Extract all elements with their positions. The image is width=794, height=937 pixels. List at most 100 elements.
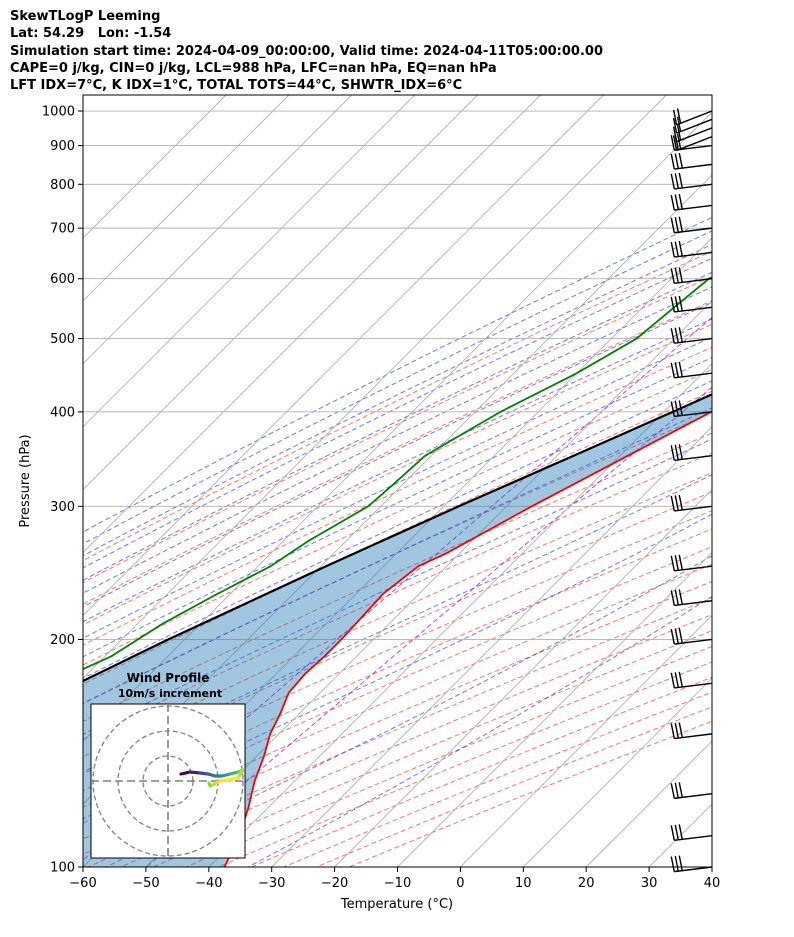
dry-adiabat xyxy=(83,491,712,775)
y-axis-label: Pressure (hPa) xyxy=(18,434,33,527)
station-title: SkewTLogP Leeming xyxy=(10,9,161,24)
isotherm-line xyxy=(83,95,227,239)
y-ticks: 1000 900 800 700 600 500 400 300 200 100 xyxy=(42,105,83,876)
hodograph-segment xyxy=(226,776,240,782)
dry-adiabat xyxy=(83,346,712,646)
x-tick-label: 10 xyxy=(515,876,532,891)
moist-adiabat xyxy=(83,438,712,735)
isotherm-line xyxy=(83,95,478,491)
isotherm-line xyxy=(145,300,712,867)
isotherm-line xyxy=(522,677,712,867)
moist-adiabat xyxy=(83,244,712,557)
wind-barb xyxy=(670,267,713,285)
wind-barb xyxy=(670,855,713,873)
isotherm-line xyxy=(83,95,604,617)
wind-barb xyxy=(670,216,713,234)
dry-adiabat xyxy=(218,661,712,867)
isotherm-line xyxy=(83,95,541,554)
wind-barb xyxy=(670,782,713,800)
y-tick-label: 300 xyxy=(50,500,75,515)
isotherm-line xyxy=(83,111,712,742)
wind-barb xyxy=(670,361,713,379)
x-tick-label: 40 xyxy=(704,876,721,891)
y-tick-label: 700 xyxy=(50,222,75,237)
isobars xyxy=(83,110,712,867)
moist-adiabat xyxy=(83,474,712,773)
isotherm-line xyxy=(711,866,712,867)
hodograph-trace xyxy=(179,768,245,788)
isotherm-line xyxy=(83,95,290,302)
dry-adiabat xyxy=(83,300,712,605)
dewpoint-profile-line xyxy=(83,276,712,671)
wind-barb xyxy=(672,108,713,126)
isotherm-line xyxy=(271,426,712,867)
isotherm-line xyxy=(208,363,712,867)
x-ticks: −60 −50 −40 −30 −20 −10 0 10 20 30 40 xyxy=(69,867,720,891)
y-tick-label: 400 xyxy=(50,405,75,420)
x-tick-label: 30 xyxy=(641,876,658,891)
wind-barb xyxy=(670,152,713,170)
wind-barb xyxy=(670,444,713,462)
x-tick-label: −40 xyxy=(195,876,222,891)
inset-subtitle: 10m/s increment xyxy=(118,687,222,700)
moist-adiabat xyxy=(83,286,712,594)
isotherm-line xyxy=(83,95,667,679)
profiles xyxy=(83,276,712,867)
isotherm-line xyxy=(585,740,712,867)
y-tick-label: 1000 xyxy=(42,105,75,120)
wind-barb xyxy=(670,295,713,313)
moist-adiabat xyxy=(83,271,712,581)
isotherm-line xyxy=(83,95,416,428)
wind-barbs xyxy=(670,108,713,873)
dry-adiabat xyxy=(83,452,712,740)
indices-text-1: CAPE=0 j/kg, CIN=0 j/kg, LCL=988 hPa, LF… xyxy=(10,60,497,76)
isotherm-line xyxy=(648,803,712,867)
x-tick-label: 20 xyxy=(578,876,595,891)
wind-barb xyxy=(670,824,713,842)
isotherm-line xyxy=(460,614,712,867)
y-tick-label: 500 xyxy=(50,332,75,347)
x-tick-label: −60 xyxy=(69,876,96,891)
wind-barb xyxy=(670,193,713,211)
isotherms xyxy=(83,95,794,867)
dry-adiabat xyxy=(83,528,712,808)
dry-adiabat xyxy=(83,369,712,666)
y-tick-label: 200 xyxy=(50,633,75,648)
isotherm-line xyxy=(775,95,794,867)
wind-barb xyxy=(670,589,713,607)
dry-adiabat xyxy=(83,546,712,824)
x-tick-label: −30 xyxy=(258,876,285,891)
wind-barb xyxy=(670,327,713,344)
moist-adiabat xyxy=(83,257,712,569)
y-tick-label: 800 xyxy=(50,178,75,193)
hodograph-segment xyxy=(207,781,212,788)
wind-barb xyxy=(670,554,713,572)
dry-adiabat xyxy=(83,250,712,562)
wind-barb xyxy=(670,494,713,512)
temperature-profile-line xyxy=(223,410,712,867)
wind-barb xyxy=(670,671,713,689)
wind-barb xyxy=(672,133,713,152)
moist-adiabat xyxy=(83,513,712,820)
isotherm-line xyxy=(334,488,712,867)
wind-barb xyxy=(670,172,713,190)
x-axis-label: Temperature (°C) xyxy=(340,897,453,912)
parcel-profile-line xyxy=(83,393,712,683)
time-text: Simulation start time: 2024-04-09_00:00:… xyxy=(10,43,603,59)
x-tick-label: −10 xyxy=(384,876,411,891)
indices-text-2: LFT IDX=7°C, K IDX=1°C, TOTAL TOTS=44°C,… xyxy=(10,78,463,94)
y-tick-label: 600 xyxy=(50,272,75,287)
wind-barb xyxy=(670,400,713,418)
x-tick-label: −50 xyxy=(132,876,159,891)
hodograph-segment xyxy=(188,770,202,775)
x-tick-label: 0 xyxy=(456,876,464,891)
chart-header: SkewTLogP Leeming Lat: 54.29 Lon: -1.54 … xyxy=(10,8,603,94)
moist-adiabat xyxy=(83,230,712,545)
y-tick-label: 100 xyxy=(50,861,75,876)
moist-adiabat xyxy=(83,380,712,679)
wind-barb xyxy=(670,627,713,645)
moist-adiabat xyxy=(83,407,712,705)
wind-barb xyxy=(670,134,713,151)
isotherm-line xyxy=(83,95,353,365)
